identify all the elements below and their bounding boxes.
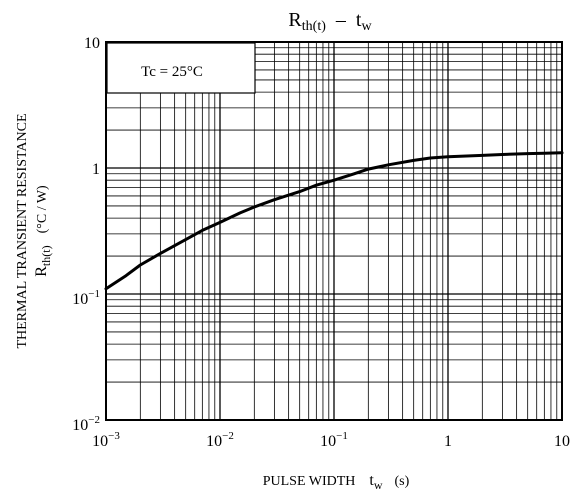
title-variable-subscript: w: [361, 19, 372, 34]
title-separator: –: [335, 9, 347, 31]
grid: [106, 42, 562, 420]
title-symbol-subscript: th(t): [302, 19, 326, 34]
y-tick-label: 10: [84, 35, 100, 52]
plot-frame: [105, 41, 563, 421]
x-tick-label-exponent: −3: [108, 430, 120, 442]
y-axis-label-variable-subscript: th(t): [39, 245, 53, 266]
y-axis-label-line1: THERMAL TRANSIENT RESISTANCE: [15, 113, 30, 348]
y-axis-label-line2: Rth(t) (°C / W): [33, 185, 53, 277]
title-symbol: R: [288, 9, 302, 31]
x-tick-label-base: 1: [444, 433, 452, 450]
x-axis-label: PULSE WIDTH tw (s): [263, 472, 410, 492]
y-axis-label-variable: R: [33, 266, 50, 277]
y-tick-label: 10−2: [72, 414, 100, 434]
y-tick-label-base: 10: [72, 291, 88, 308]
y-axis-label-unit: (°C / W): [35, 185, 50, 233]
x-tick-label-base: 10: [320, 433, 336, 450]
title-variable: t: [356, 9, 362, 31]
y-tick-label-base: 10: [72, 417, 88, 434]
y-tick-label: 10−1: [72, 288, 100, 308]
legend: Tc = 25°C: [106, 42, 256, 94]
y-tick-label: 1: [92, 161, 100, 178]
x-tick-label-exponent: −1: [336, 430, 348, 442]
x-tick-labels: 10−3 10−2 10−1 1 10: [92, 430, 570, 450]
y-tick-label-exponent: −2: [88, 414, 100, 426]
y-tick-label-exponent: −1: [88, 288, 100, 300]
x-tick-label-base: 10: [206, 433, 222, 450]
x-axis-label-unit: (s): [395, 474, 410, 489]
x-axis-label-text: PULSE WIDTH: [263, 474, 356, 489]
legend-label: Tc = 25°C: [141, 64, 203, 80]
x-tick-label: 1: [444, 433, 452, 450]
x-axis-label-variable-subscript: w: [374, 478, 383, 492]
y-tick-label-base: 10: [84, 35, 100, 52]
x-tick-label-exponent: −2: [222, 430, 234, 442]
legend-box: [106, 42, 256, 94]
x-tick-label: 10−1: [320, 430, 348, 450]
series-group: [104, 151, 564, 291]
x-tick-label-base: 10: [92, 433, 108, 450]
x-axis-label-variable: t: [369, 472, 374, 489]
chart-title: Rth(t) – tw: [288, 9, 372, 34]
x-tick-label: 10: [554, 433, 570, 450]
series-line-0: [104, 151, 564, 291]
x-tick-label: 10−3: [92, 430, 120, 450]
x-tick-label: 10−2: [206, 430, 234, 450]
y-tick-label-base: 1: [92, 161, 100, 178]
x-tick-label-base: 10: [554, 433, 570, 450]
